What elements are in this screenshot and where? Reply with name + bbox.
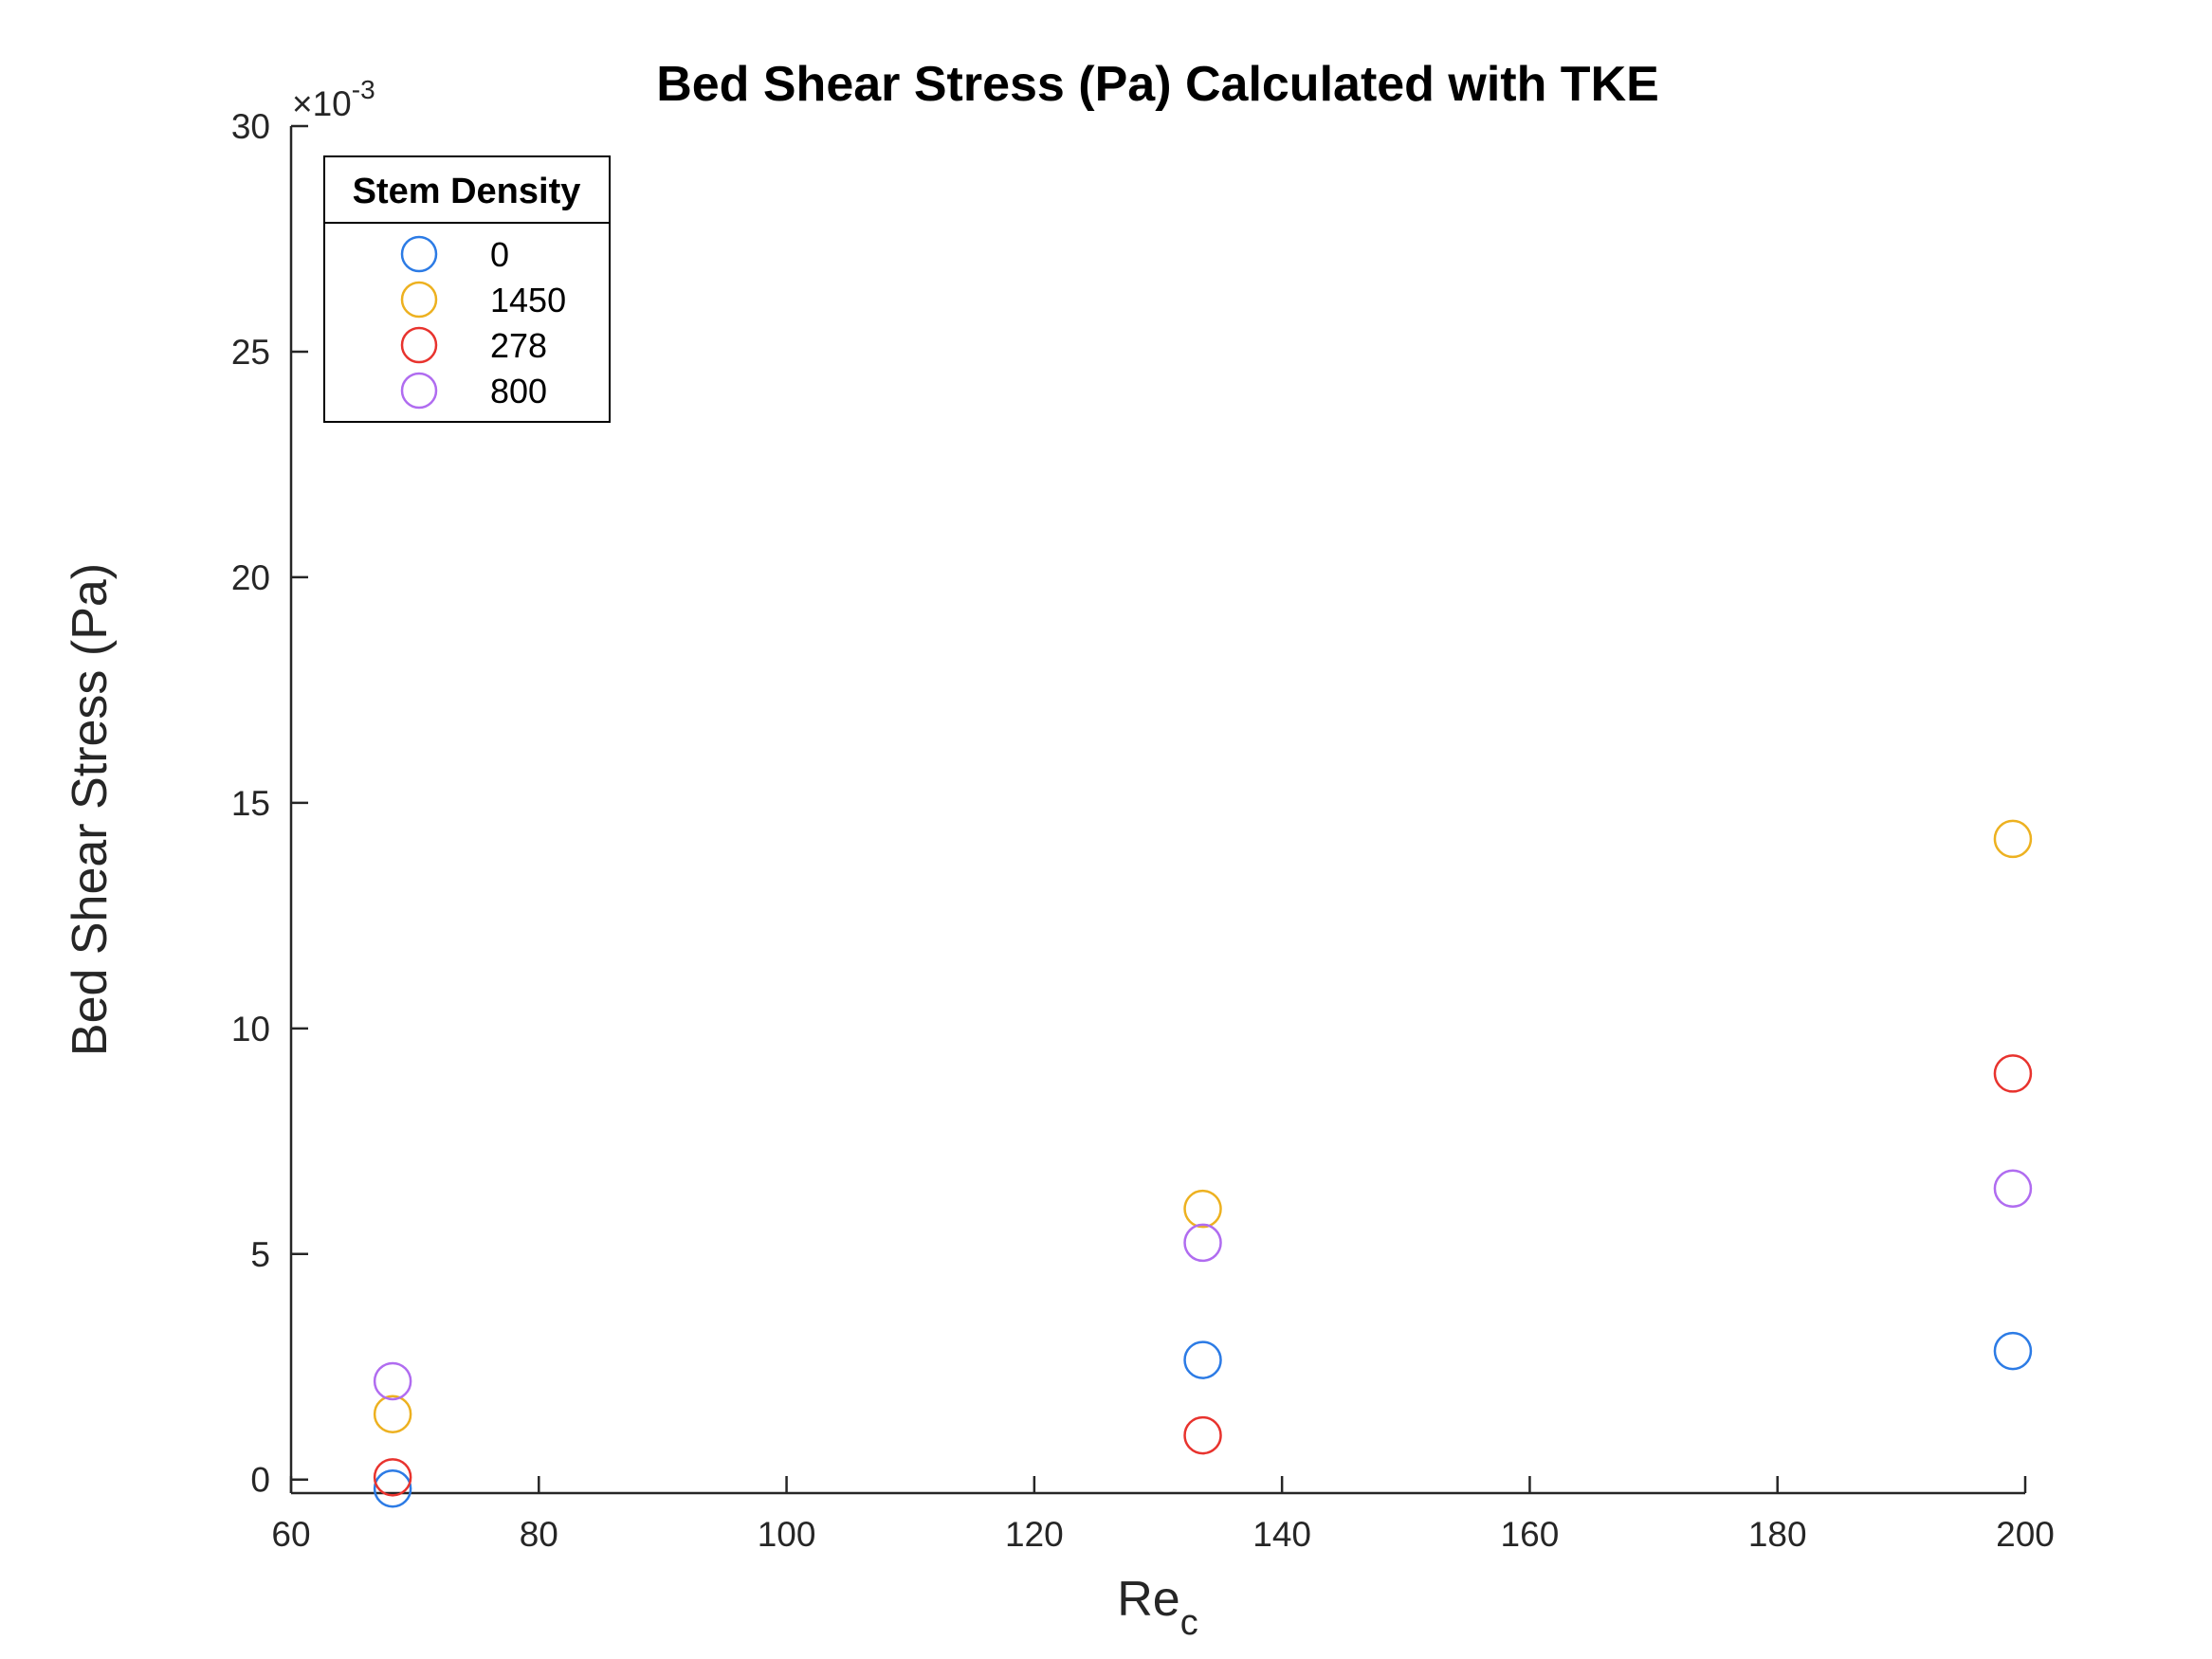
- x-axis-ticks: 60 80 100 120 140 160 180 200: [271, 1476, 2055, 1554]
- data-point-series-0: [373, 1468, 412, 1508]
- data-point-series-800: [1993, 1169, 2033, 1209]
- data-point-series-0: [1993, 1331, 2033, 1371]
- y-exponent-prefix: ×10: [292, 84, 352, 123]
- data-point-series-278: [1993, 1054, 2033, 1093]
- data-point-series-1450: [1183, 1189, 1222, 1229]
- legend-title: Stem Density: [353, 172, 581, 211]
- data-point-series-1450: [1993, 819, 2033, 859]
- x-tick-label: 80: [520, 1515, 558, 1554]
- legend-marker: [400, 326, 438, 364]
- y-axis-label: Bed Shear Stress (Pa): [63, 563, 118, 1056]
- data-points: [373, 819, 2033, 1508]
- legend-marker: [400, 235, 438, 273]
- y-tick-label: 20: [231, 558, 270, 597]
- y-tick-label: 15: [231, 784, 270, 823]
- y-tick-label: 30: [231, 107, 270, 146]
- x-axis-label-subscript: c: [1180, 1603, 1198, 1643]
- data-point-series-1450: [373, 1395, 412, 1433]
- y-tick-label: 25: [231, 333, 270, 372]
- legend-entry-label: 1450: [490, 281, 566, 319]
- x-tick-label: 160: [1501, 1515, 1560, 1554]
- legend-entry-label: 0: [490, 235, 509, 274]
- legend-entry-label: 278: [490, 326, 547, 365]
- y-tick-label: 5: [250, 1235, 270, 1274]
- y-axis-ticks: 0 5 10 15 20 25 30: [231, 107, 308, 1500]
- legend-marker: [400, 281, 438, 319]
- x-tick-label: 200: [1996, 1515, 2055, 1554]
- data-point-series-278: [1183, 1415, 1222, 1455]
- legend-entries: 0 1450 278 800: [400, 235, 566, 410]
- data-point-series-800: [373, 1361, 412, 1401]
- x-tick-label: 180: [1748, 1515, 1807, 1554]
- x-tick-label: 140: [1252, 1515, 1311, 1554]
- x-tick-label: 120: [1005, 1515, 1064, 1554]
- legend-marker: [400, 372, 438, 410]
- axes: 60 80 100 120 140 160 180 200 0 5 10 15 20 25 30: [231, 107, 2055, 1554]
- x-axis-label-main: Re: [1117, 1572, 1179, 1627]
- data-point-series-800: [1183, 1223, 1222, 1263]
- x-tick-label: 60: [271, 1515, 310, 1554]
- y-tick-label: 0: [250, 1461, 270, 1500]
- data-point-series-0: [1183, 1340, 1222, 1379]
- legend-box: [323, 155, 611, 423]
- y-exponent-power: -3: [352, 75, 375, 104]
- x-axis-label: Rec: [1117, 1572, 1197, 1643]
- legend-entry-label: 800: [490, 372, 547, 410]
- y-axis-exponent: ×10-3: [292, 75, 375, 123]
- y-exponent-base: ×10-3: [292, 75, 375, 123]
- chart-title: Bed Shear Stress (Pa) Calculated with TK…: [656, 57, 1659, 112]
- data-point-series-278: [373, 1458, 412, 1497]
- y-tick-label: 10: [231, 1010, 270, 1048]
- x-tick-label: 100: [758, 1515, 816, 1554]
- legend: Stem Density 0 1450 278 800: [323, 155, 611, 423]
